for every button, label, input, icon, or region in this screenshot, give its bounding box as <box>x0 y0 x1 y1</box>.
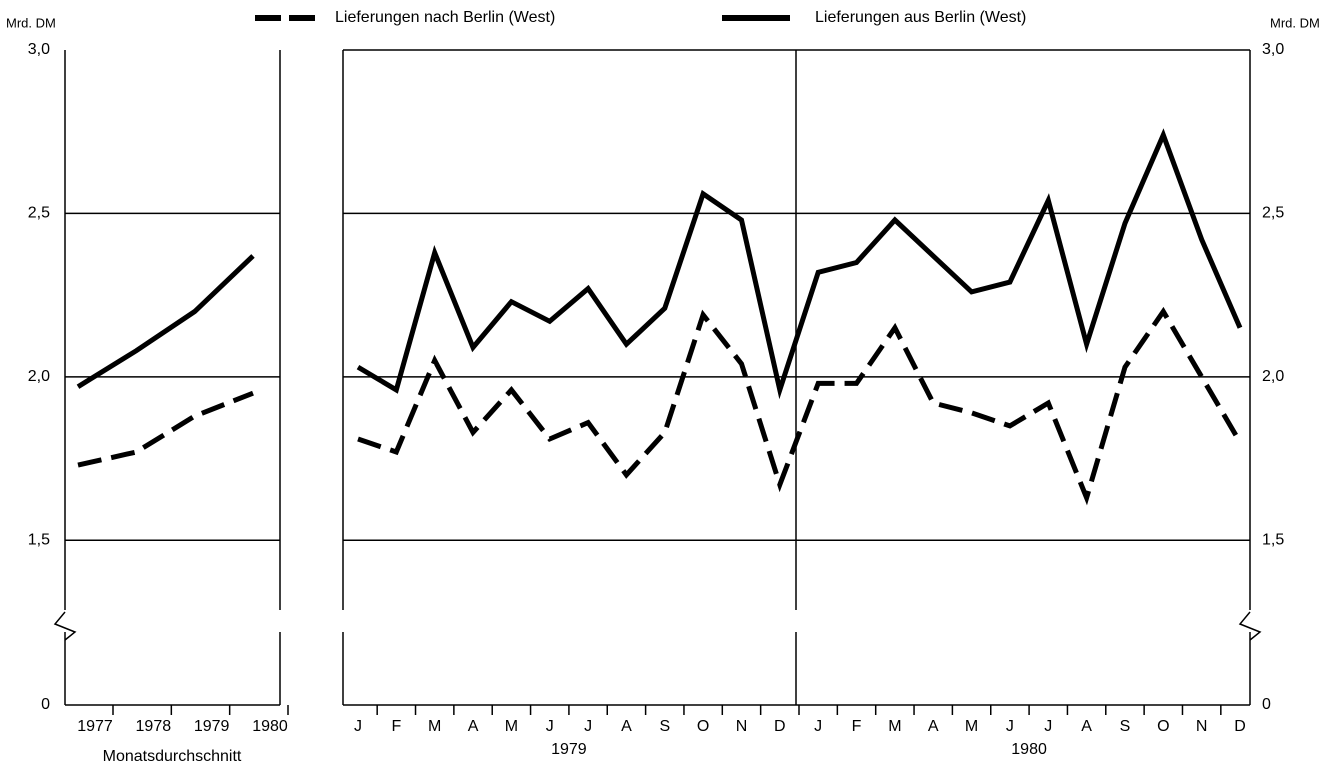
y-tick-label: 3,0 <box>28 41 50 58</box>
x-tick-label: M <box>505 718 518 735</box>
annual-line <box>76 254 255 389</box>
x-tick-label: J <box>546 718 554 735</box>
x-tick-label: N <box>1196 718 1208 735</box>
x-tick-label: J <box>584 718 592 735</box>
x-tick-label: A <box>1081 718 1092 735</box>
x-tick-label: A <box>468 718 479 735</box>
x-tick-label: O <box>1157 718 1169 735</box>
x-tick-label: M <box>428 718 441 735</box>
x-tick-label: J <box>1006 718 1014 735</box>
x-tick-label: 1977 <box>77 718 113 735</box>
y-tick-label-right: 0 <box>1262 696 1271 713</box>
x-tick-label: D <box>1234 718 1246 735</box>
x-tick-label: F <box>391 718 401 735</box>
axis-break <box>1238 611 1262 641</box>
y-tick-label-right: 3,0 <box>1262 41 1284 58</box>
legend-label: Lieferungen aus Berlin (West) <box>815 9 1026 26</box>
x-tick-label: J <box>1044 718 1052 735</box>
x-tick-label: J <box>354 718 362 735</box>
annual-line <box>77 390 254 468</box>
x-tick-label: J <box>814 718 822 735</box>
x-tick-label: 1979 <box>194 718 230 735</box>
x-tick-label: M <box>888 718 901 735</box>
y-tick-label: 2,0 <box>28 368 50 385</box>
y-tick-label: 0 <box>41 696 50 713</box>
y-axis-label-right: Mrd. DM <box>1270 15 1320 30</box>
x-tick-label: 1980 <box>252 718 288 735</box>
x-axis-label: Monatsdurchschnitt <box>103 748 242 765</box>
y-tick-label: 2,5 <box>28 205 50 222</box>
y-tick-label-right: 2,5 <box>1262 205 1284 222</box>
year-label: 1979 <box>551 741 587 758</box>
x-tick-label: D <box>774 718 786 735</box>
y-tick-label-right: 2,0 <box>1262 368 1284 385</box>
axis-break <box>53 611 77 641</box>
x-tick-label: M <box>965 718 978 735</box>
monthly-line <box>357 306 1243 506</box>
x-tick-label: N <box>736 718 748 735</box>
x-tick-label: A <box>621 718 632 735</box>
x-tick-label: F <box>852 718 862 735</box>
x-tick-label: A <box>928 718 939 735</box>
year-label: 1980 <box>1011 741 1047 758</box>
x-tick-label: S <box>1120 718 1131 735</box>
y-tick-label-right: 1,5 <box>1262 532 1284 549</box>
monthly-line <box>356 128 1243 400</box>
x-tick-label: O <box>697 718 709 735</box>
y-axis-label: Mrd. DM <box>6 15 56 30</box>
x-tick-label: 1978 <box>136 718 172 735</box>
x-tick-label: S <box>659 718 670 735</box>
y-tick-label: 1,5 <box>28 532 50 549</box>
legend-label: Lieferungen nach Berlin (West) <box>335 9 555 26</box>
